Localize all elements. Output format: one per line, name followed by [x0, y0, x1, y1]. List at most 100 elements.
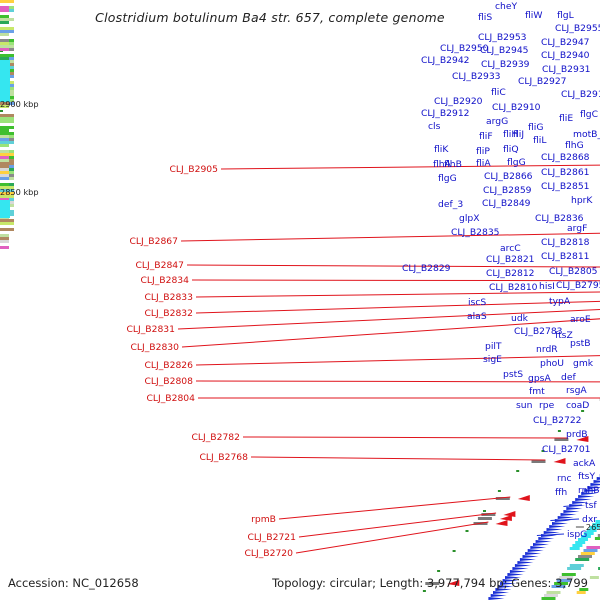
kbp-tick-label: 2850 kbp: [0, 187, 39, 197]
forward-gene-label: CLJ_B2920: [434, 96, 483, 107]
reverse-gene-label: CLJ_B2808: [144, 376, 193, 387]
cyan-feature-block: [578, 538, 588, 541]
forward-gene-label: flhB: [444, 159, 462, 170]
forward-gene-label: flhA: [433, 159, 452, 170]
cog-feature-block: [0, 18, 14, 21]
forward-gene-arrow: [522, 555, 539, 558]
cog-feature-block: [598, 567, 600, 570]
forward-gene-label: def: [561, 372, 576, 383]
cog-feature-block: [0, 174, 9, 177]
reverse-label-leader: [180, 232, 600, 242]
cyan-feature-block: [0, 69, 10, 72]
reverse-gene-label: CLJ_B2830: [130, 342, 179, 353]
reverse-gene-arrow: [499, 515, 512, 521]
forward-gene-arrow: [572, 501, 589, 504]
forward-gene-arrow: [500, 582, 517, 585]
cyan-feature-block: [575, 541, 586, 544]
cog-feature-block: [0, 240, 9, 243]
forward-gene-label: nrdR: [536, 344, 558, 355]
cyan-feature-block: [0, 78, 10, 81]
forward-gene-arrow: [533, 543, 549, 546]
reverse-gene-label: CLJ_B2867: [129, 236, 178, 247]
reverse-gene-label: CLJ_B2847: [135, 260, 184, 271]
reverse-gene-label: CLJ_B2831: [126, 324, 175, 335]
cyan-feature-block: [586, 529, 597, 532]
forward-gene-arrow: [546, 528, 563, 531]
reverse-gene-label: rpmB: [251, 514, 276, 525]
cog-feature-block: [589, 576, 599, 579]
cog-feature-block: [554, 582, 569, 585]
forward-gene-label: ftsZ: [555, 330, 573, 341]
forward-gene-label: fliK: [434, 144, 449, 155]
forward-gene-label: fliW: [525, 10, 542, 21]
reverse-gene-label: CLJ_B2826: [144, 360, 193, 371]
forward-gene-arrow: [590, 483, 600, 486]
reverse-label-leader: [177, 309, 600, 330]
forward-gene-arrow: [575, 498, 592, 501]
forward-gene-arrow: [514, 564, 531, 567]
cog-feature-block: [0, 30, 14, 33]
kbp-tick-label: 2650 kbp: [586, 522, 600, 532]
forward-gene-label: CLJ_B2868: [541, 152, 590, 163]
cog-feature-block: [578, 555, 592, 558]
forward-gene-label: rpe: [539, 400, 555, 411]
cyan-feature-block: [0, 93, 10, 96]
reverse-gene-label: CLJ_B2804: [146, 393, 195, 404]
cog-feature-block: [575, 558, 590, 561]
forward-gene-arrow: [505, 576, 521, 579]
gc-dot: [541, 450, 545, 452]
cyan-feature-block: [0, 96, 10, 99]
forward-gene-label: CLJ_B2913: [561, 89, 600, 100]
forward-gene-arrow: [517, 561, 534, 564]
reverse-gene-label: CLJ_B2768: [199, 452, 248, 463]
reverse-gene-label: CLJ_B2905: [169, 164, 218, 175]
reverse-gene-arrow: [503, 511, 516, 517]
forward-gene-arrow: [519, 558, 536, 561]
cog-feature-block: [559, 576, 574, 579]
cog-feature-block: [556, 579, 571, 582]
forward-gene-arrow: [495, 588, 512, 591]
forward-gene-arrow: [530, 546, 547, 549]
forward-gene-label: coaD: [566, 400, 589, 411]
forward-gene-label: fliE: [559, 113, 573, 124]
cog-feature-block: [0, 159, 9, 162]
forward-gene-label: CLJ_B2939: [481, 59, 530, 70]
cog-feature-block: [583, 549, 598, 552]
cog-feature-block: [0, 15, 9, 18]
forward-gene-arrow: [538, 537, 555, 540]
cog-feature-block: [0, 222, 14, 225]
forward-gene-label: CLJ_B2933: [452, 71, 501, 82]
forward-gene-label: fliS: [478, 12, 492, 23]
forward-gene-label: CLJ_B2722: [533, 415, 582, 426]
forward-gene-label: fmt: [529, 386, 545, 397]
cog-feature-block: [0, 57, 9, 60]
forward-gene-label: flgG: [438, 173, 457, 184]
reverse-feature-block: [495, 497, 510, 500]
reverse-gene-arrow: [553, 458, 566, 464]
forward-gene-label: CLJ_B2810: [489, 282, 538, 293]
forward-gene-arrow: [549, 525, 566, 528]
forward-gene-label: phoU: [540, 358, 564, 369]
cog-feature-block: [0, 129, 9, 132]
forward-gene-label: CLJ_B2701: [542, 444, 591, 455]
forward-gene-label: fliF: [479, 131, 493, 142]
cog-feature-block: [0, 186, 14, 189]
cyan-feature-block: [580, 535, 591, 538]
forward-gene-label: CLJ_B2849: [482, 198, 531, 209]
forward-gene-label: CLJ_B2818: [541, 237, 590, 248]
cyan-feature-block: [0, 99, 10, 102]
forward-gene-label: ffh: [555, 487, 567, 498]
reverse-label-leader: [195, 355, 600, 366]
cog-feature-block: [0, 189, 14, 192]
forward-gene-arrow: [502, 579, 519, 582]
forward-gene-arrow: [497, 585, 514, 588]
cyan-feature-block: [0, 200, 10, 203]
cog-feature-block: [576, 591, 586, 594]
forward-gene-arrow: [512, 567, 529, 570]
forward-gene-label: CLJ_B2950: [440, 43, 489, 54]
forward-gene-label: CLJ_B2835: [451, 227, 500, 238]
forward-gene-label: fliC: [491, 87, 506, 98]
reverse-gene-label: CLJ_B2832: [144, 308, 193, 319]
forward-gene-label: CLJ_B2866: [484, 171, 533, 182]
